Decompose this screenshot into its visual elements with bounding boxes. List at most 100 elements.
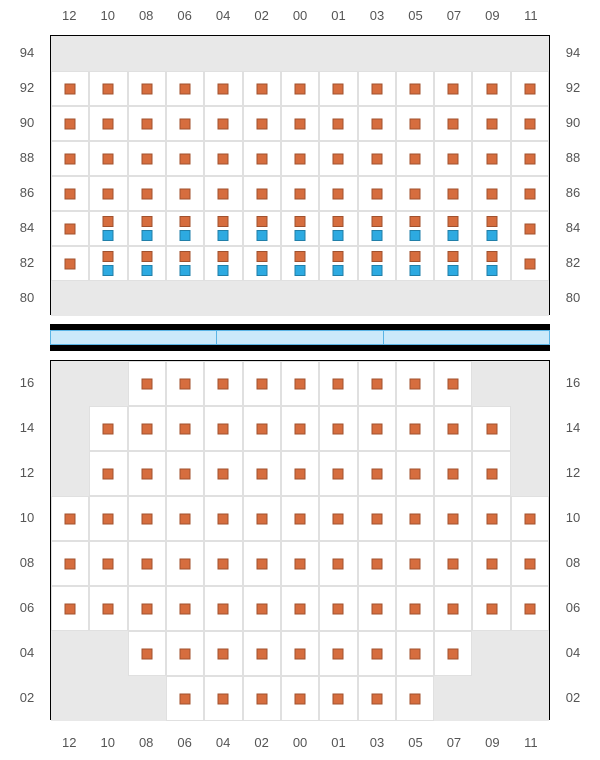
seat-cell[interactable] bbox=[243, 211, 281, 246]
seat-available[interactable] bbox=[295, 153, 306, 164]
seat-available[interactable] bbox=[409, 513, 420, 524]
seat-available[interactable] bbox=[371, 216, 382, 227]
seat-available[interactable] bbox=[448, 216, 459, 227]
seat-available[interactable] bbox=[486, 468, 497, 479]
seat-available[interactable] bbox=[371, 513, 382, 524]
seat-available[interactable] bbox=[448, 468, 459, 479]
seat-cell[interactable] bbox=[358, 586, 396, 631]
seat-selected[interactable] bbox=[371, 265, 382, 276]
seat-cell[interactable] bbox=[358, 211, 396, 246]
seat-cell[interactable] bbox=[511, 176, 549, 211]
seat-cell[interactable] bbox=[89, 586, 127, 631]
seat-cell[interactable] bbox=[396, 211, 434, 246]
seat-cell[interactable] bbox=[89, 496, 127, 541]
seat-cell[interactable] bbox=[319, 361, 357, 406]
seat-available[interactable] bbox=[409, 378, 420, 389]
seat-cell[interactable] bbox=[434, 106, 472, 141]
seat-selected[interactable] bbox=[295, 230, 306, 241]
seat-available[interactable] bbox=[486, 603, 497, 614]
seat-available[interactable] bbox=[295, 251, 306, 262]
seat-available[interactable] bbox=[448, 558, 459, 569]
seat-cell[interactable] bbox=[319, 71, 357, 106]
seat-cell[interactable] bbox=[204, 176, 242, 211]
seat-cell[interactable] bbox=[166, 176, 204, 211]
seat-available[interactable] bbox=[448, 423, 459, 434]
seat-available[interactable] bbox=[295, 558, 306, 569]
seat-available[interactable] bbox=[524, 513, 535, 524]
seat-cell[interactable] bbox=[128, 246, 166, 281]
seat-available[interactable] bbox=[295, 648, 306, 659]
seat-available[interactable] bbox=[103, 188, 114, 199]
seat-cell[interactable] bbox=[472, 141, 510, 176]
seat-available[interactable] bbox=[218, 188, 229, 199]
seat-cell[interactable] bbox=[166, 451, 204, 496]
seat-selected[interactable] bbox=[486, 265, 497, 276]
seat-available[interactable] bbox=[218, 83, 229, 94]
seat-available[interactable] bbox=[524, 258, 535, 269]
seat-cell[interactable] bbox=[166, 141, 204, 176]
seat-cell[interactable] bbox=[511, 106, 549, 141]
seat-available[interactable] bbox=[486, 153, 497, 164]
seat-available[interactable] bbox=[65, 223, 76, 234]
seat-cell[interactable] bbox=[396, 361, 434, 406]
seat-cell[interactable] bbox=[319, 451, 357, 496]
seat-available[interactable] bbox=[218, 693, 229, 704]
seat-cell[interactable] bbox=[511, 496, 549, 541]
seat-available[interactable] bbox=[180, 603, 191, 614]
seat-available[interactable] bbox=[524, 118, 535, 129]
seat-available[interactable] bbox=[103, 468, 114, 479]
seat-cell[interactable] bbox=[243, 176, 281, 211]
seat-cell[interactable] bbox=[166, 106, 204, 141]
seat-cell[interactable] bbox=[128, 211, 166, 246]
seat-cell[interactable] bbox=[204, 496, 242, 541]
seat-available[interactable] bbox=[256, 216, 267, 227]
seat-available[interactable] bbox=[371, 153, 382, 164]
seat-available[interactable] bbox=[256, 648, 267, 659]
seat-available[interactable] bbox=[218, 513, 229, 524]
seat-available[interactable] bbox=[141, 153, 152, 164]
seat-available[interactable] bbox=[256, 83, 267, 94]
seat-cell[interactable] bbox=[166, 496, 204, 541]
seat-available[interactable] bbox=[65, 603, 76, 614]
seat-cell[interactable] bbox=[243, 586, 281, 631]
seat-selected[interactable] bbox=[409, 265, 420, 276]
seat-cell[interactable] bbox=[396, 586, 434, 631]
seat-available[interactable] bbox=[103, 83, 114, 94]
seat-cell[interactable] bbox=[434, 406, 472, 451]
seat-available[interactable] bbox=[333, 468, 344, 479]
seat-available[interactable] bbox=[409, 118, 420, 129]
seat-available[interactable] bbox=[409, 216, 420, 227]
seat-available[interactable] bbox=[333, 378, 344, 389]
seat-cell[interactable] bbox=[281, 406, 319, 451]
seat-cell[interactable] bbox=[358, 451, 396, 496]
seat-cell[interactable] bbox=[51, 106, 89, 141]
seat-available[interactable] bbox=[180, 83, 191, 94]
seat-available[interactable] bbox=[141, 558, 152, 569]
seat-cell[interactable] bbox=[358, 406, 396, 451]
seat-available[interactable] bbox=[65, 558, 76, 569]
seat-available[interactable] bbox=[103, 118, 114, 129]
seat-available[interactable] bbox=[486, 513, 497, 524]
seat-cell[interactable] bbox=[166, 541, 204, 586]
seat-available[interactable] bbox=[371, 251, 382, 262]
seat-cell[interactable] bbox=[281, 211, 319, 246]
seat-selected[interactable] bbox=[180, 265, 191, 276]
seat-cell[interactable] bbox=[396, 451, 434, 496]
seat-selected[interactable] bbox=[409, 230, 420, 241]
seat-selected[interactable] bbox=[218, 230, 229, 241]
seat-selected[interactable] bbox=[141, 265, 152, 276]
seat-cell[interactable] bbox=[51, 246, 89, 281]
seat-available[interactable] bbox=[524, 188, 535, 199]
seat-cell[interactable] bbox=[358, 361, 396, 406]
seat-cell[interactable] bbox=[434, 71, 472, 106]
seat-selected[interactable] bbox=[448, 230, 459, 241]
seat-selected[interactable] bbox=[256, 230, 267, 241]
seat-available[interactable] bbox=[371, 648, 382, 659]
seat-cell[interactable] bbox=[204, 71, 242, 106]
seat-available[interactable] bbox=[333, 693, 344, 704]
seat-selected[interactable] bbox=[333, 265, 344, 276]
seat-cell[interactable] bbox=[472, 541, 510, 586]
seat-available[interactable] bbox=[295, 83, 306, 94]
seat-cell[interactable] bbox=[51, 586, 89, 631]
seat-cell[interactable] bbox=[243, 141, 281, 176]
